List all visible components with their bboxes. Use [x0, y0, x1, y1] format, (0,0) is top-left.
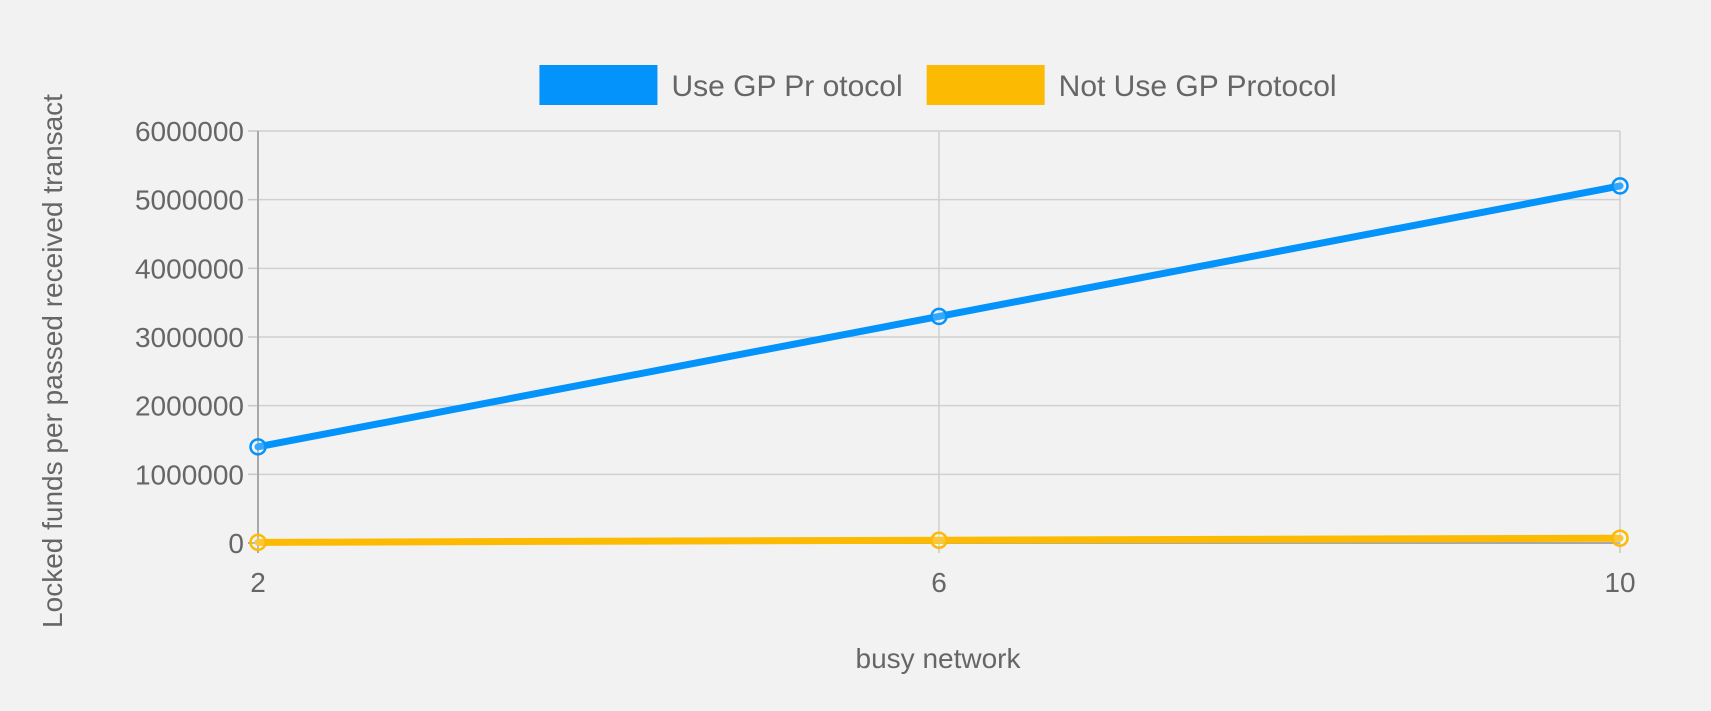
legend-label: Use GP Pr otocol [671, 70, 902, 103]
series-line-2 [254, 534, 1624, 546]
y-axis-title: Locked funds per passed received transac… [37, 94, 68, 628]
grid-lines [257, 130, 1621, 544]
x-tick-label: 2 [250, 567, 266, 598]
legend-item-1[interactable]: Use GP Pr otocol [539, 65, 903, 105]
legend-swatch [539, 65, 658, 105]
data-point [249, 438, 267, 456]
legend-item-2[interactable]: Not Use GP Protocol [926, 65, 1337, 105]
y-tick-label: 3000000 [135, 322, 244, 353]
data-point [1611, 177, 1629, 195]
legend-label: Not Use GP Protocol [1059, 70, 1337, 103]
series-lines [254, 182, 1624, 546]
legend[interactable]: Use GP Pr otocol Not Use GP Protocol [539, 65, 1337, 105]
x-axis-title: busy network [856, 643, 1022, 674]
y-tick-label: 2000000 [135, 391, 244, 422]
x-tick-label: 6 [931, 567, 947, 598]
legend-swatch [926, 65, 1045, 105]
x-tick-label: 10 [1604, 567, 1635, 598]
data-points [249, 177, 1629, 552]
y-tick-label: 6000000 [135, 116, 244, 147]
series-line-1 [254, 182, 1624, 451]
y-tick-label: 1000000 [135, 459, 244, 490]
data-point [1611, 529, 1629, 547]
y-tick-label: 5000000 [135, 185, 244, 216]
data-point [249, 533, 267, 552]
y-tick-label: 4000000 [135, 253, 244, 284]
y-tick-label: 0 [228, 528, 244, 559]
axes: 0 1000000 2000000 3000000 4000000 5000000 6000… [135, 116, 1636, 598]
data-point [930, 531, 948, 550]
data-point [930, 307, 948, 326]
